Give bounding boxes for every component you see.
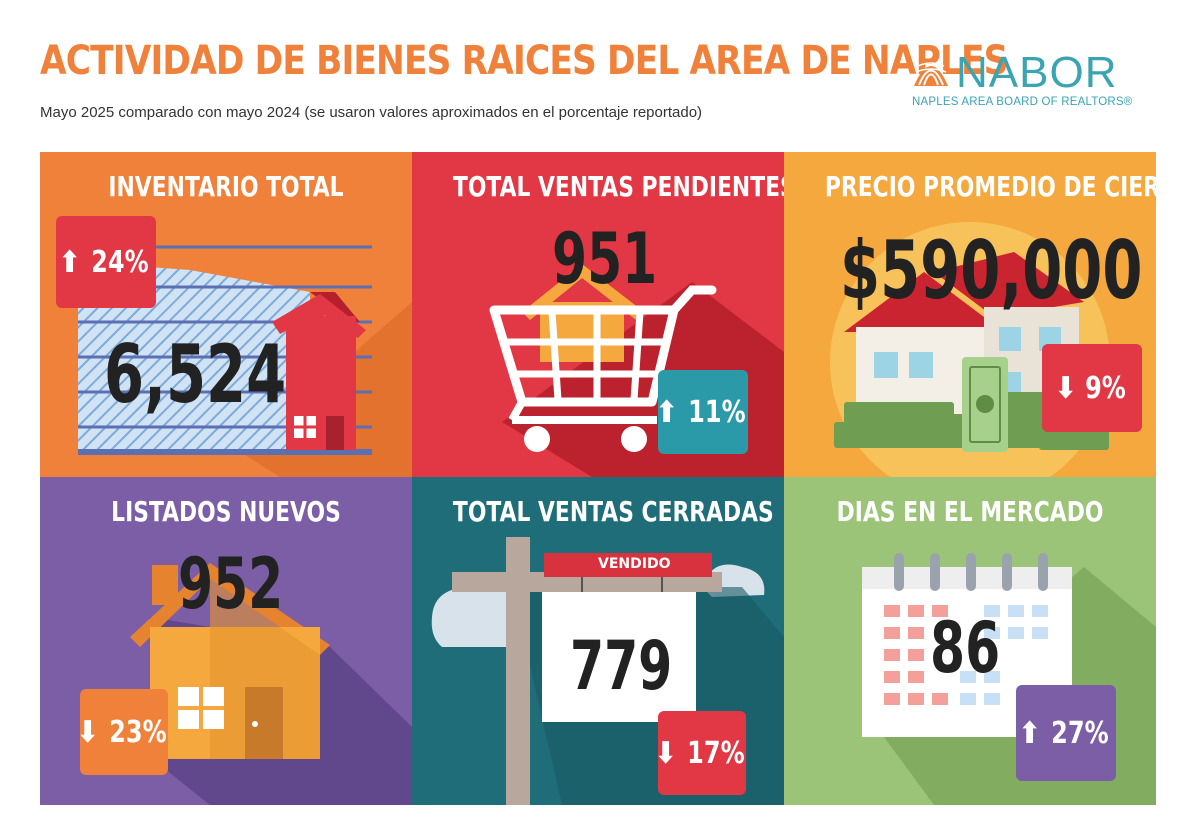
tile-days-title: DIAS EN EL MERCADO [836,495,1104,528]
tile-pending-badge: ⬆ 11% [654,370,748,454]
tile-pending-value: 951 [552,218,658,300]
sold-sign-icon [431,537,784,805]
tile-inventory-change: 24% [90,244,149,280]
house-money-icon [830,222,1110,477]
house-icon [130,563,412,805]
shopping-cart-icon [489,264,784,477]
tile-price-badge: ⬇ 9% [1042,344,1142,432]
tile-closed-badge: ⬇ 17% [654,711,746,795]
tile-days-badge: ⬆ 27% [1016,685,1116,781]
tile-new-listings-badge: ⬇ 23% [76,689,168,775]
tile-price-value: $590,000 [840,224,1143,317]
shell-icon [914,62,948,86]
nabor-logo: NABOR NAPLES AREA BOARD OF REALTORS® [906,48,1146,112]
tile-closed: TOTAL VENTAS CERRADAS VENDIDO 779 ⬇ 17% [412,477,784,805]
arrow-up-icon: ⬆ [654,394,678,430]
arrow-up-icon: ⬆ [57,244,81,280]
tile-days-change: 27% [1050,715,1109,751]
tile-days: DIAS EN EL MERCADO 86 ⬆ 27% [784,477,1156,805]
tile-closed-title: TOTAL VENTAS CERRADAS [452,495,774,528]
logo-tagline: NAPLES AREA BOARD OF REALTORS® [912,96,1133,108]
tile-new-listings-title: LISTADOS NUEVOS [111,495,341,528]
tile-new-listings-value: 952 [178,543,284,625]
tile-inventory-value: 6,524 [104,328,287,421]
house-chart-icon [78,245,412,477]
logo-name: NABOR [956,48,1118,97]
tile-inventory-title: INVENTARIO TOTAL [108,170,344,203]
arrow-up-icon: ⬆ [1017,715,1041,751]
tile-days-value: 86 [930,607,1001,689]
arrow-down-icon: ⬇ [75,714,99,750]
tile-pending: TOTAL VENTAS PENDIENTES 951 ⬆ 11% [412,152,784,477]
tile-pending-change: 11% [687,394,746,430]
tile-new-listings: LISTADOS NUEVOS 952 ⬇ 23% [40,477,412,805]
arrow-down-icon: ⬇ [1054,370,1077,406]
tile-pending-title: TOTAL VENTAS PENDIENTES [452,170,784,203]
calendar-icon [862,553,1156,805]
tile-inventory: INVENTARIO TOTAL 6,524 ⬆ 24% [40,152,412,477]
tile-price-change: 9% [1085,370,1126,406]
tile-inventory-badge: ⬆ 24% [56,216,156,308]
page-subtitle: Mayo 2025 comparado con mayo 2024 (se us… [40,104,703,121]
tile-closed-change: 17% [686,735,745,771]
arrow-down-icon: ⬇ [653,735,677,771]
tile-new-listings-change: 23% [108,714,167,750]
tile-closed-value: 779 [570,627,673,706]
page-title: ACTIVIDAD DE BIENES RAICES DEL AREA DE N… [40,38,1008,84]
sold-sign-label: VENDIDO [598,556,671,572]
tile-price: PRECIO PROMEDIO DE CIERRE $590,000 ⬇ 9% [784,152,1156,477]
tile-price-title: PRECIO PROMEDIO DE CIERRE [824,170,1156,203]
